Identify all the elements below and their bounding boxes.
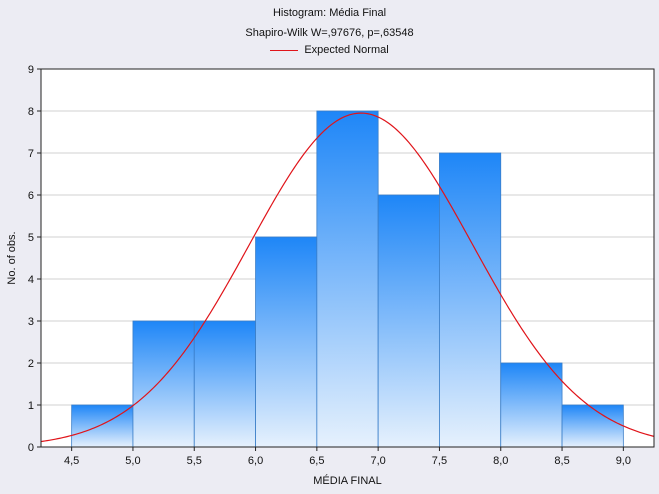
histogram-bar-4: [316, 110, 379, 448]
histogram-bar-1: [132, 320, 195, 448]
y-tick-label: 1: [28, 400, 34, 412]
x-tick-label: 7,5: [432, 455, 447, 467]
histogram-bar-7: [500, 362, 563, 448]
y-tick-label: 3: [28, 316, 34, 328]
histogram-bar-6: [439, 152, 502, 448]
x-tick-label: 8,0: [493, 455, 508, 467]
y-tick-label: 8: [28, 106, 34, 118]
chart-title: Histogram: Média Final: [272, 7, 387, 19]
x-tick-label: 6,0: [248, 455, 263, 467]
axes: 0 1 2 3 4 5 6 7 8 9 4,5 5,0 5,5 6,0 6,5 7,0 7,5 8,0 8,5 9,0: [28, 64, 655, 467]
x-axis-label: MÉDIA FINAL: [313, 474, 381, 487]
y-tick-label: 9: [28, 64, 34, 76]
x-tick-label: 8,5: [554, 455, 569, 467]
bars: [71, 110, 624, 448]
plot-frame: [40, 68, 655, 448]
x-tick-label: 4,5: [64, 455, 79, 467]
legend: Expected Normal: [0, 44, 659, 56]
legend-label-expected-normal: Expected Normal: [304, 44, 389, 56]
x-tick-label: 5,5: [187, 455, 202, 467]
expected-normal-curve: [40, 112, 655, 443]
y-axis-label: No. of obs.: [6, 231, 18, 284]
legend-line-expected-normal: [270, 49, 299, 51]
histogram-bar-3: [255, 236, 318, 448]
x-tick-label: 9,0: [616, 455, 631, 467]
y-tick-label: 7: [28, 148, 34, 160]
y-tick-label: 4: [28, 274, 34, 286]
x-tick-label: 7,0: [371, 455, 386, 467]
x-tick-label: 5,0: [125, 455, 140, 467]
histogram-bar-8: [561, 404, 624, 448]
y-tick-label: 0: [28, 442, 34, 454]
histogram-bar-5: [377, 194, 440, 448]
histogram-bar-2: [193, 320, 256, 448]
histogram-bar-0: [71, 404, 134, 448]
y-tick-label: 6: [28, 190, 34, 202]
y-tick-label: 5: [28, 232, 34, 244]
y-tick-label: 2: [28, 358, 34, 370]
x-tick-label: 6,5: [309, 455, 324, 467]
chart-subtitle: Shapiro-Wilk W=,97676, p=,63548: [245, 27, 414, 39]
